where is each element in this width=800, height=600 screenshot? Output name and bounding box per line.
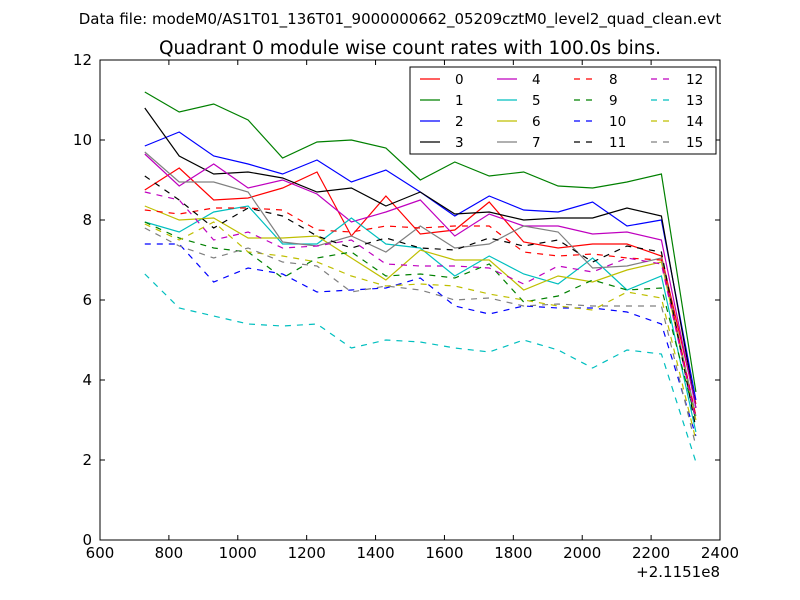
x-tick-label: 1600	[425, 544, 463, 562]
y-tick-label: 8	[82, 211, 92, 229]
legend-label-1: 1	[455, 93, 464, 109]
x-tick-label: 1400	[356, 544, 394, 562]
series-group	[144, 91, 697, 463]
series-line-5	[144, 205, 697, 433]
series-line-0	[144, 167, 697, 405]
x-tick-label: 1200	[288, 544, 326, 562]
x-tick-label: 1000	[219, 544, 257, 562]
y-tick-label: 0	[82, 531, 92, 549]
x-tick-label: 600	[86, 544, 115, 562]
legend-label-12: 12	[686, 72, 703, 88]
y-tick-label: 12	[73, 51, 92, 69]
series-line-2	[144, 131, 697, 401]
series-line-13	[144, 273, 697, 463]
series-line-3	[144, 107, 697, 409]
legend-label-10: 10	[609, 114, 626, 130]
legend-label-11: 11	[609, 135, 626, 151]
legend-label-15: 15	[686, 135, 703, 151]
legend-box	[409, 66, 717, 155]
legend-label-14: 14	[686, 114, 703, 130]
series-line-4	[144, 153, 697, 409]
legend-label-3: 3	[455, 135, 464, 151]
legend-label-4: 4	[532, 72, 541, 88]
x-tick-label: 2000	[563, 544, 601, 562]
chart-title: Quadrant 0 module wise count rates with …	[159, 38, 661, 59]
y-tick-label: 4	[82, 371, 92, 389]
legend-label-0: 0	[455, 72, 464, 88]
y-tick-label: 6	[82, 291, 92, 309]
series-line-11	[144, 175, 697, 429]
plot-frame	[99, 59, 721, 541]
chart-suptitle: Data file: modeM0/AS1T01_136T01_90000006…	[79, 10, 722, 29]
ticks-group: 600 800 1000 1200 1400 1600 1800 2000 2200 2400 0 2…	[73, 51, 739, 562]
legend-label-7: 7	[532, 135, 541, 151]
x-tick-label: 2400	[701, 544, 739, 562]
series-line-12	[144, 191, 697, 421]
series-line-14	[144, 221, 697, 441]
series-line-1	[144, 91, 697, 393]
legend-label-9: 9	[609, 93, 618, 109]
x-tick-label: 800	[155, 544, 184, 562]
series-line-7	[144, 151, 697, 417]
series-line-8	[144, 207, 697, 417]
x-tick-label: 2200	[632, 544, 670, 562]
legend-label-5: 5	[532, 93, 541, 109]
series-line-9	[144, 221, 697, 421]
legend-label-8: 8	[609, 72, 618, 88]
legend-label-13: 13	[686, 93, 703, 109]
y-tick-label: 10	[73, 131, 92, 149]
series-line-15	[144, 227, 697, 447]
x-offset-label: +2.1151e8	[636, 563, 720, 581]
x-tick-label: 1800	[494, 544, 532, 562]
y-tick-label: 2	[82, 451, 92, 469]
series-line-10	[144, 243, 697, 437]
legend-label-6: 6	[532, 114, 541, 130]
series-line-6	[144, 205, 697, 421]
legend-label-2: 2	[455, 114, 464, 130]
